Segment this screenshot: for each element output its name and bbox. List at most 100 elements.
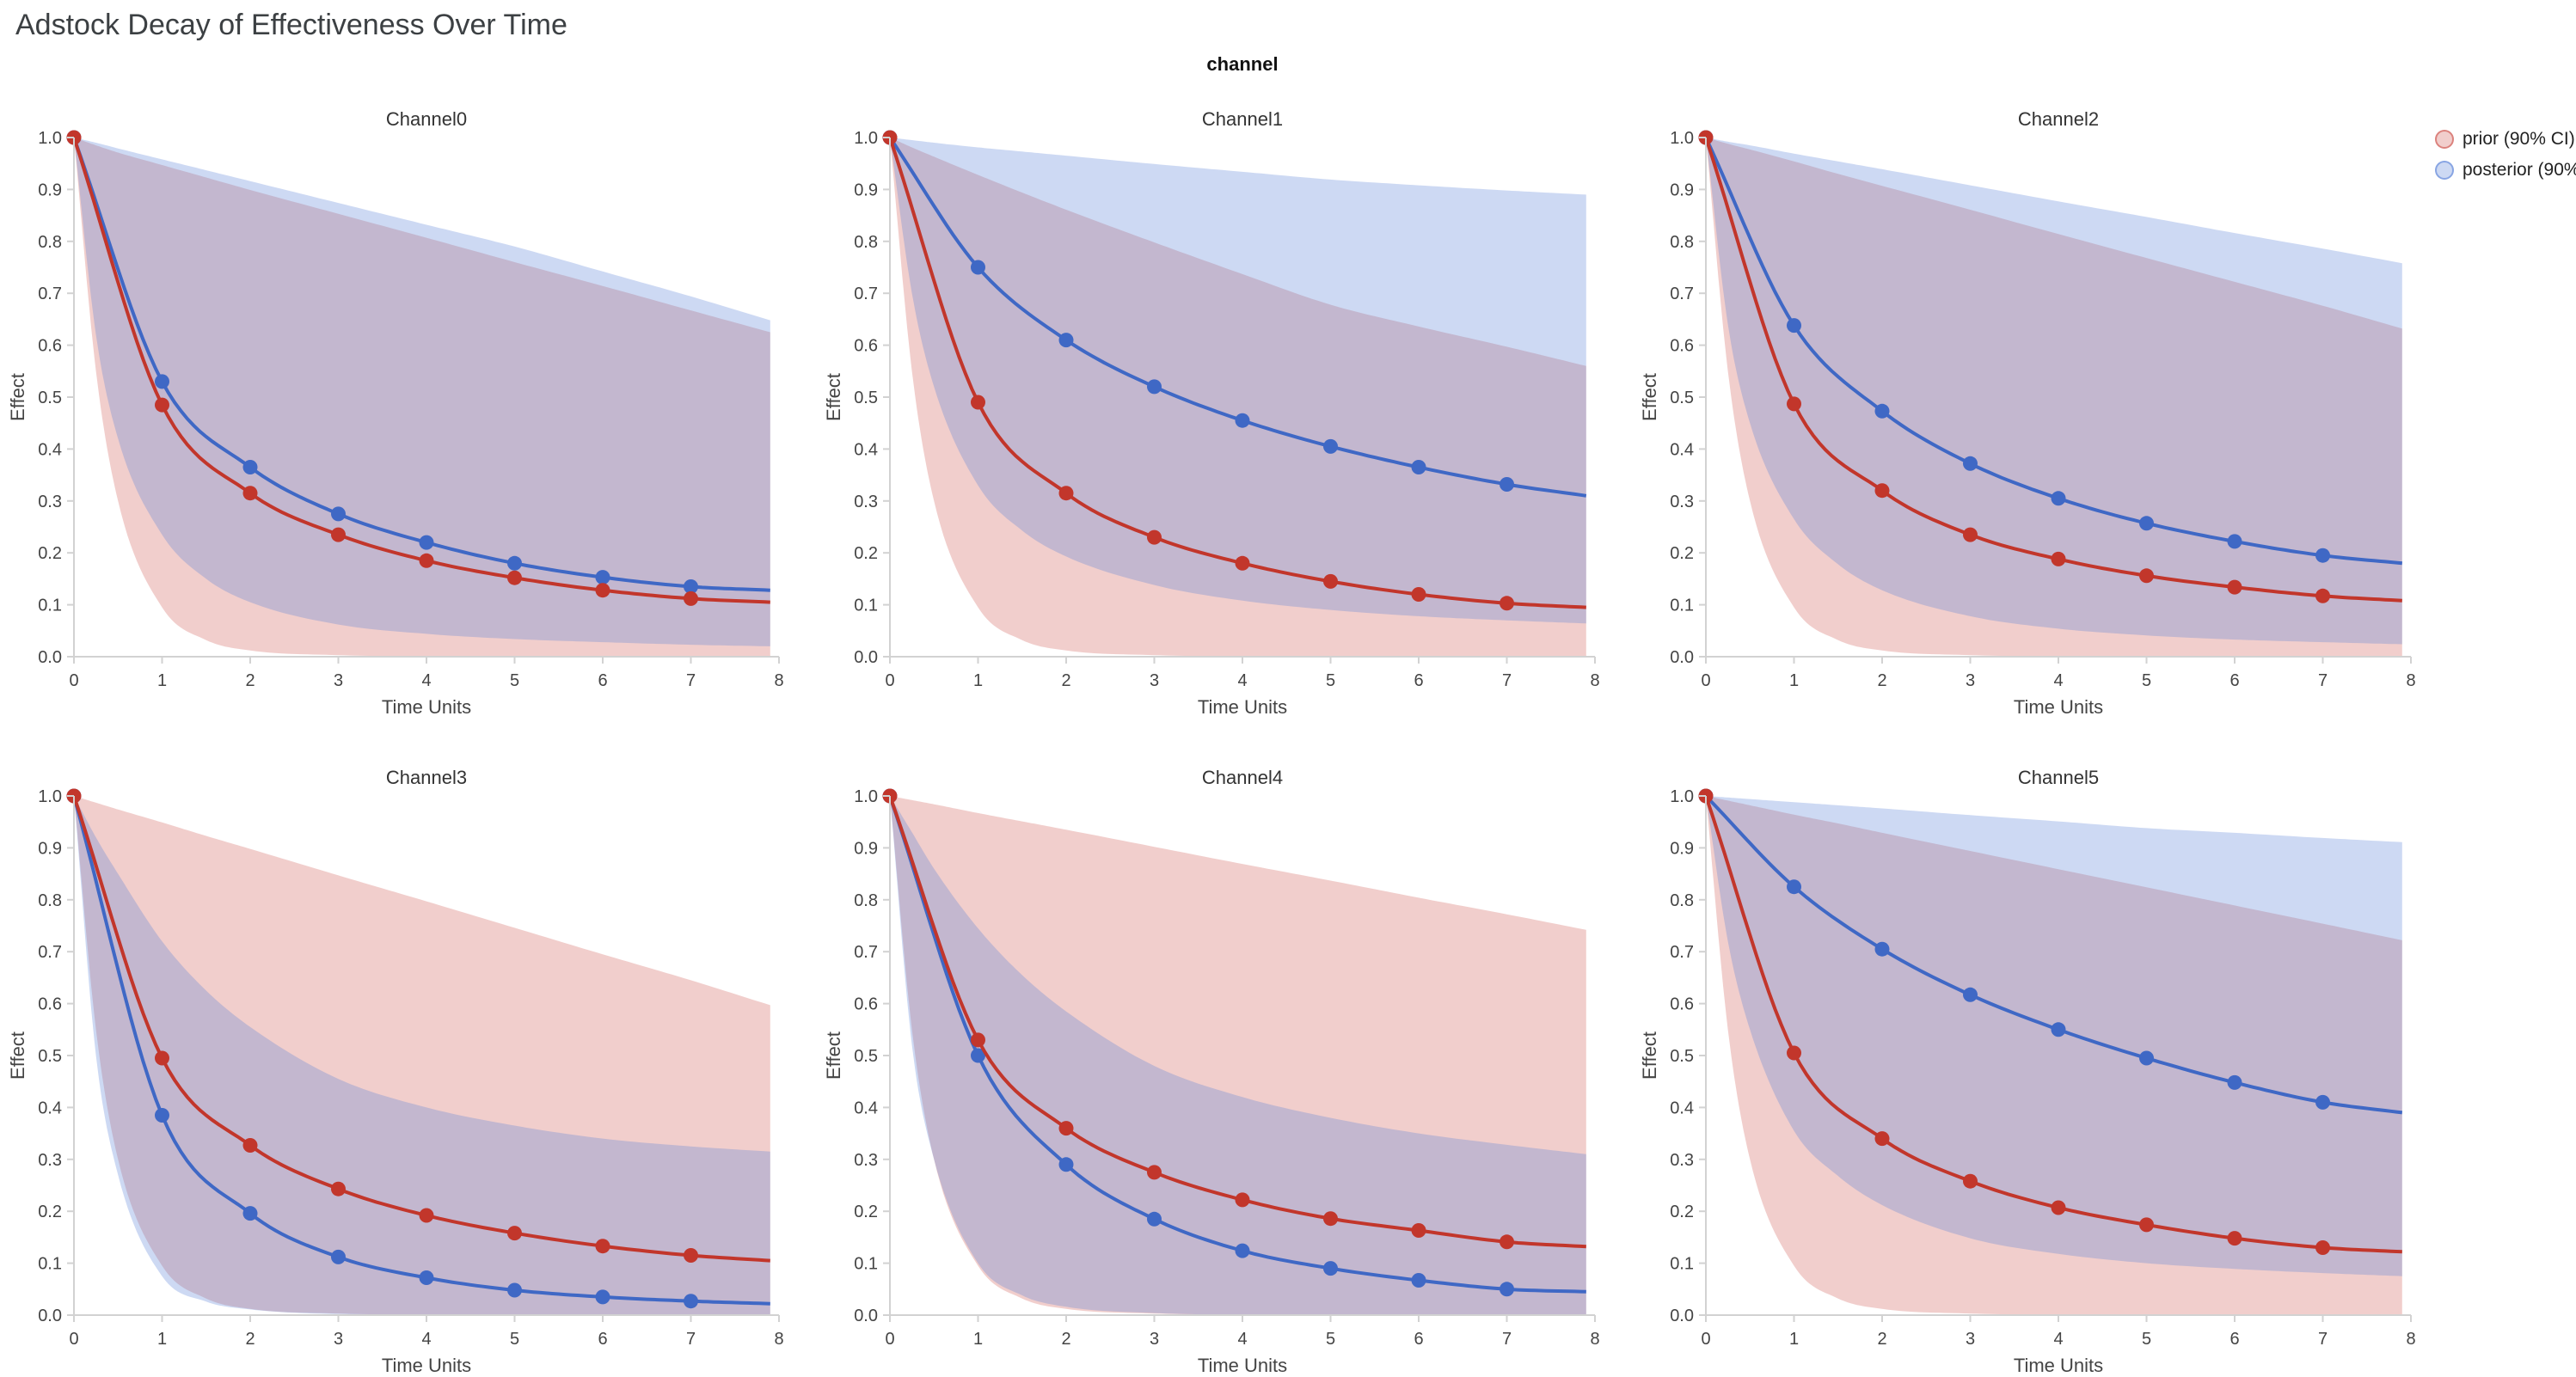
y-tick-label: 0.8 — [854, 233, 878, 252]
posterior-marker — [1058, 333, 1074, 348]
posterior-ci-band — [74, 138, 770, 646]
y-tick-label: 0.3 — [854, 493, 878, 511]
x-tick-label: 8 — [774, 1330, 783, 1349]
posterior-marker — [684, 579, 698, 594]
x-tick-label: 0 — [1701, 1330, 1710, 1349]
y-tick-label: 0.5 — [1670, 1047, 1694, 1066]
x-tick-label: 6 — [1414, 671, 1423, 690]
prior-marker — [971, 1032, 985, 1048]
prior-marker — [1147, 1165, 1162, 1180]
x-tick-label: 3 — [334, 671, 343, 690]
x-tick-label: 5 — [2142, 671, 2151, 690]
posterior-marker — [2139, 1050, 2154, 1066]
y-tick-label: 0.2 — [1670, 1203, 1694, 1221]
prior-marker — [1411, 1223, 1426, 1238]
prior-marker — [684, 1248, 698, 1263]
x-tick-label: 2 — [1061, 1330, 1070, 1349]
y-axis-title: Effect — [823, 373, 844, 421]
prior-marker — [155, 397, 169, 413]
posterior-marker — [242, 460, 258, 474]
prior-ci-band — [890, 138, 1586, 657]
x-tick-label: 1 — [157, 1330, 167, 1349]
posterior-marker — [2315, 1094, 2330, 1110]
x-tick-label: 4 — [2053, 671, 2063, 690]
posterior-marker — [2227, 534, 2242, 549]
y-axis-title: Effect — [7, 373, 28, 421]
posterior-marker — [242, 1206, 258, 1221]
x-tick-label: 6 — [1414, 1330, 1423, 1349]
x-tick-label: 2 — [245, 671, 255, 690]
y-tick-label: 0.5 — [854, 389, 878, 407]
prior-ci-band — [1706, 138, 2402, 657]
y-tick-label: 0.7 — [854, 285, 878, 303]
prior-marker — [595, 1239, 610, 1254]
posterior-marker — [1500, 1282, 1514, 1297]
prior-marker — [1323, 573, 1338, 589]
posterior-marker — [155, 1108, 169, 1123]
facet-title: Channel5 — [2018, 767, 2099, 788]
facet-title: Channel0 — [386, 108, 467, 130]
x-tick-label: 7 — [2318, 671, 2328, 690]
facet-title: Channel4 — [1202, 767, 1283, 788]
y-tick-label: 0.8 — [854, 891, 878, 910]
x-axis-title: Time Units — [1198, 1355, 1287, 1376]
prior-marker — [507, 1226, 522, 1241]
posterior-marker — [1147, 1211, 1162, 1227]
prior-marker — [155, 1050, 169, 1066]
y-tick-label: 0.2 — [38, 1203, 62, 1221]
x-tick-label: 7 — [686, 671, 696, 690]
y-tick-label: 0.6 — [1670, 995, 1694, 1014]
prior-marker — [2139, 1217, 2154, 1233]
prior-marker — [2227, 1231, 2242, 1246]
y-tick-label: 0.1 — [1670, 1255, 1694, 1274]
y-tick-label: 0.0 — [38, 1307, 62, 1325]
legend-item-prior[interactable]: prior (90% CI) — [2435, 129, 2576, 150]
x-tick-label: 0 — [1701, 671, 1710, 690]
x-tick-label: 8 — [2406, 1330, 2415, 1349]
prior-marker — [1235, 1192, 1250, 1208]
posterior-marker — [971, 1048, 985, 1063]
x-tick-label: 4 — [1237, 1330, 1247, 1349]
x-tick-label: 7 — [1502, 1330, 1512, 1349]
posterior-ci-band — [74, 796, 770, 1315]
y-tick-label: 0.2 — [854, 544, 878, 563]
x-tick-label: 6 — [598, 671, 607, 690]
x-axis-title: Time Units — [382, 696, 471, 718]
prior-marker — [331, 1181, 346, 1196]
prior-marker — [1500, 1234, 1514, 1250]
prior-marker — [1874, 483, 1890, 499]
posterior-marker — [1235, 1243, 1250, 1258]
x-axis-title: Time Units — [382, 1355, 471, 1376]
x-tick-label: 4 — [2053, 1330, 2063, 1349]
x-axis-title: Time Units — [1198, 696, 1287, 718]
x-tick-label: 2 — [245, 1330, 255, 1349]
prior-marker — [331, 527, 346, 542]
y-tick-label: 0.0 — [1670, 648, 1694, 667]
prior-marker — [242, 486, 258, 501]
posterior-marker — [1787, 318, 1801, 334]
y-tick-label: 0.4 — [38, 1099, 62, 1117]
y-tick-label: 0.9 — [38, 181, 62, 199]
y-tick-label: 0.1 — [38, 597, 62, 615]
posterior-ci-band — [1706, 796, 2402, 1276]
prior-ci-band — [74, 796, 770, 1315]
posterior-ci-band — [1706, 138, 2402, 645]
posterior-marker — [1874, 941, 1890, 957]
x-tick-label: 7 — [1502, 671, 1512, 690]
posterior-marker — [1323, 1261, 1338, 1276]
posterior-marker — [507, 1282, 522, 1298]
prior-ci-band — [1706, 796, 2402, 1315]
y-tick-label: 0.4 — [1670, 1099, 1694, 1117]
y-tick-label: 0.2 — [854, 1203, 878, 1221]
prior-marker — [684, 591, 698, 606]
y-tick-label: 0.5 — [1670, 389, 1694, 407]
y-tick-label: 0.7 — [1670, 943, 1694, 962]
y-tick-label: 0.5 — [38, 389, 62, 407]
posterior-marker — [2139, 516, 2154, 531]
prior-ci-band — [74, 138, 770, 657]
x-tick-label: 1 — [1789, 671, 1799, 690]
prior-marker — [971, 395, 985, 410]
x-tick-label: 8 — [2406, 671, 2415, 690]
legend-item-posterior[interactable]: posterior (90% CI) — [2435, 160, 2576, 181]
y-tick-label: 0.6 — [38, 337, 62, 356]
